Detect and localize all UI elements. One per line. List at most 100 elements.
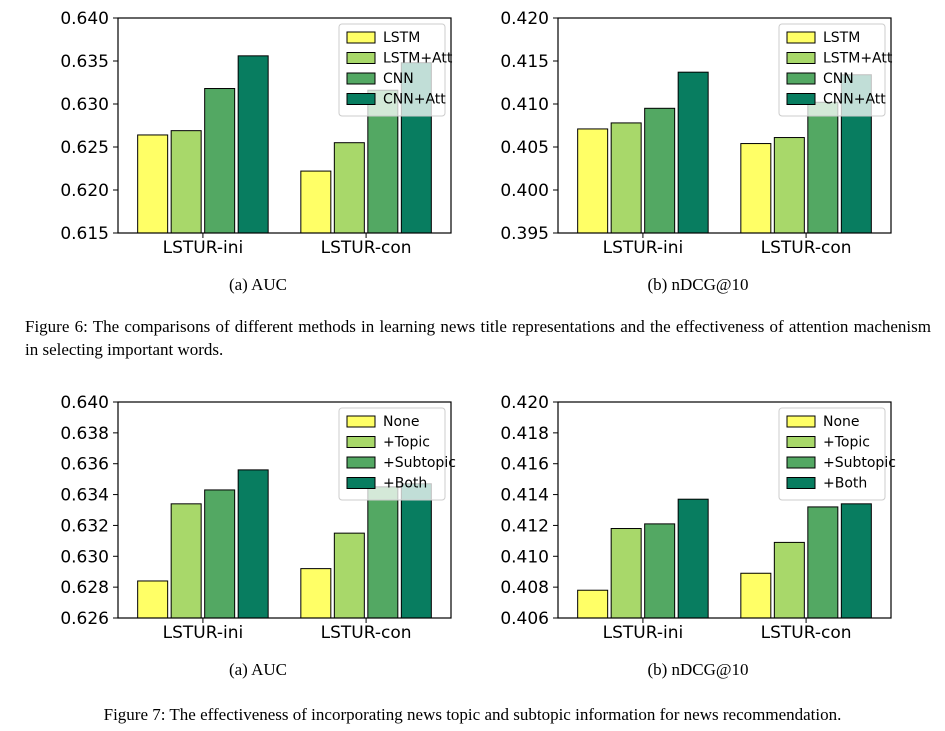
x-tick-label: LSTUR-ini xyxy=(603,623,684,643)
y-tick-label: 0.410 xyxy=(500,547,549,567)
legend-swatch xyxy=(786,456,816,469)
bar xyxy=(400,483,432,619)
bar xyxy=(333,532,365,619)
y-tick-label: 0.634 xyxy=(60,486,109,506)
legend-swatch xyxy=(786,436,816,448)
bar xyxy=(170,503,202,619)
legend-label: CNN xyxy=(823,71,854,87)
y-tick-label: 0.415 xyxy=(500,52,549,72)
bar xyxy=(773,541,805,619)
x-tick-label: LSTUR-ini xyxy=(163,238,244,258)
legend-swatch xyxy=(346,31,376,44)
legend-label: None xyxy=(383,414,420,430)
legend-label: +Topic xyxy=(383,435,430,451)
bar xyxy=(170,130,202,234)
fig7-subcaption-b: (b) nDCG@10 xyxy=(647,660,749,679)
y-tick-label: 0.626 xyxy=(60,609,109,629)
legend-label: +Subtopic xyxy=(823,455,896,471)
legend-label: CNN+Att xyxy=(383,92,446,108)
y-tick-label: 0.632 xyxy=(60,516,109,536)
y-tick-label: 0.405 xyxy=(500,138,549,158)
bar xyxy=(644,107,676,234)
legend-label: +Topic xyxy=(823,435,870,451)
bar xyxy=(300,170,332,234)
bar xyxy=(204,489,236,619)
fig7-ndcg-chart: None +Topic +Subtopic +Both 0.406 0.408 0.410 0… xyxy=(500,393,896,643)
x-tick-label: LSTUR-con xyxy=(321,238,412,258)
legend-label: +Both xyxy=(823,476,867,492)
legend-swatch xyxy=(346,52,376,64)
y-tick-label: 0.420 xyxy=(500,9,549,29)
legend-swatch xyxy=(346,436,376,448)
y-tick-label: 0.628 xyxy=(60,578,109,598)
bar xyxy=(137,134,169,234)
bar xyxy=(577,589,609,619)
legend-swatch xyxy=(786,93,816,105)
legend-label: +Subtopic xyxy=(383,455,456,471)
y-tick-label: 0.630 xyxy=(60,95,109,115)
figure6-caption: Figure 6: The comparisons of different m… xyxy=(25,317,931,359)
plot-frame xyxy=(117,401,452,619)
y-tick-label: 0.635 xyxy=(60,52,109,72)
legend-swatch xyxy=(346,456,376,469)
bar xyxy=(137,580,169,619)
x-tick-label: LSTUR-ini xyxy=(163,623,244,643)
x-tick-label: LSTUR-con xyxy=(761,623,852,643)
bar xyxy=(740,143,772,234)
legend-swatch xyxy=(346,415,376,428)
y-tick-label: 0.625 xyxy=(60,138,109,158)
plot-frame xyxy=(557,401,892,619)
y-tick-label: 0.630 xyxy=(60,547,109,567)
bar xyxy=(773,137,805,234)
bar xyxy=(204,88,236,234)
x-tick-label: LSTUR-con xyxy=(321,623,412,643)
bar xyxy=(237,55,269,234)
bar xyxy=(807,506,839,619)
x-tick-label: LSTUR-ini xyxy=(603,238,684,258)
legend-swatch xyxy=(346,72,376,85)
bar xyxy=(367,486,399,619)
figure7-caption: Figure 7: The effectiveness of incorpora… xyxy=(103,705,842,724)
fig6-ndcg-chart: LSTM LSTM+Att CNN CNN+Att 0.395 0.400 0.405 0.4… xyxy=(500,9,893,258)
legend-swatch xyxy=(786,31,816,44)
y-tick-label: 0.640 xyxy=(60,393,109,413)
legend-swatch xyxy=(786,72,816,85)
fig7-auc-chart: None +Topic +Subtopic +Both 0.626 0.628 0.630 0… xyxy=(60,393,456,643)
y-tick-label: 0.408 xyxy=(500,578,549,598)
fig7-subcaption-a: (a) AUC xyxy=(228,660,288,679)
legend-label: +Both xyxy=(383,476,427,492)
chart-legend: LSTM LSTM+Att CNN CNN+Att xyxy=(338,23,453,117)
fig6-auc-chart: LSTM LSTM+Att CNN CNN+Att 0.615 0.620 0.625 0.6… xyxy=(60,9,453,258)
bar xyxy=(677,498,709,619)
y-tick-label: 0.414 xyxy=(500,486,549,506)
bar xyxy=(610,528,642,619)
y-tick-label: 0.410 xyxy=(500,95,549,115)
legend-swatch xyxy=(346,477,376,489)
x-tick-label: LSTUR-con xyxy=(761,238,852,258)
legend-label: None xyxy=(823,414,860,430)
legend-swatch xyxy=(786,477,816,489)
bar xyxy=(644,523,676,619)
y-tick-label: 0.640 xyxy=(60,9,109,29)
y-tick-label: 0.400 xyxy=(500,181,549,201)
bar xyxy=(300,568,332,619)
chart-legend: None +Topic +Subtopic +Both xyxy=(778,407,896,501)
y-tick-label: 0.395 xyxy=(500,224,549,244)
chart-legend: None +Topic +Subtopic +Both xyxy=(338,407,456,501)
legend-swatch xyxy=(346,93,376,105)
bar xyxy=(237,469,269,619)
y-tick-label: 0.615 xyxy=(60,224,109,244)
plot-frame xyxy=(557,17,892,234)
bar xyxy=(677,71,709,234)
y-tick-label: 0.620 xyxy=(60,181,109,201)
legend-label: LSTM+Att xyxy=(823,51,893,67)
fig6-subcaption-a: (a) AUC xyxy=(228,275,288,294)
legend-label: LSTM xyxy=(383,30,420,46)
bar xyxy=(740,572,772,619)
y-tick-label: 0.412 xyxy=(500,516,549,536)
y-tick-label: 0.638 xyxy=(60,424,109,444)
y-tick-label: 0.418 xyxy=(500,424,549,444)
fig6-subcaption-b: (b) nDCG@10 xyxy=(647,275,749,294)
y-tick-label: 0.636 xyxy=(60,455,109,475)
y-tick-label: 0.416 xyxy=(500,455,549,475)
